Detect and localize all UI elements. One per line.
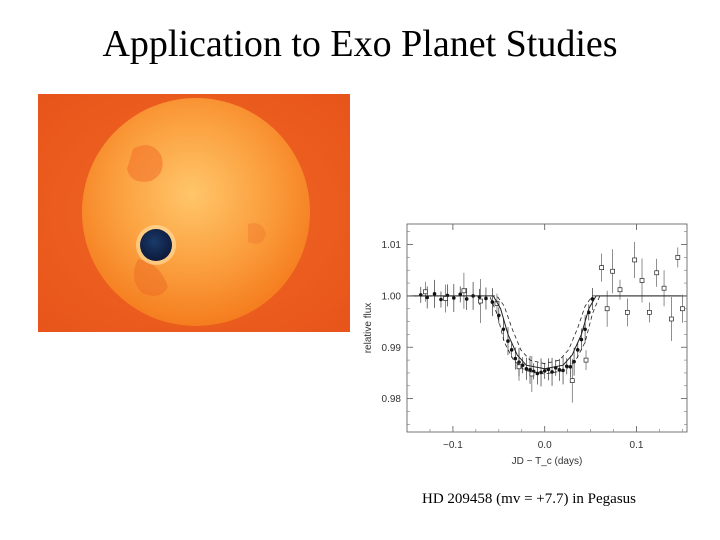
data-point — [542, 369, 547, 373]
planet-disk — [140, 229, 172, 261]
data-point-square — [529, 371, 535, 377]
plot-area-frame — [406, 223, 688, 433]
data-point — [564, 364, 569, 369]
x-tick-label: 0.1 — [630, 440, 644, 451]
data-point-square — [632, 257, 638, 263]
data-point — [497, 313, 501, 318]
data-point — [528, 368, 532, 372]
data-point-square — [610, 268, 615, 274]
slide-title: Application to Exo Planet Studies — [102, 23, 618, 65]
data-point — [458, 292, 463, 297]
data-point-square — [680, 306, 685, 312]
star-disk — [82, 98, 310, 326]
y-tick-label: 0.98 — [382, 394, 402, 405]
data-point — [513, 356, 518, 361]
data-point — [464, 297, 469, 301]
y-tick-label: 1.01 — [382, 240, 402, 251]
data-point-square — [647, 309, 652, 315]
data-point — [506, 339, 510, 343]
data-point — [452, 296, 456, 300]
data-point — [550, 370, 554, 374]
data-point — [524, 367, 529, 371]
x-axis-label: JD − T_c (days) — [512, 456, 583, 467]
data-point — [425, 295, 429, 300]
data-point — [579, 337, 584, 342]
x-tick-label: 0.0 — [538, 440, 552, 451]
data-point-square — [617, 287, 623, 293]
transit-light-curve-chart: −0.1 0.0 0.1 0.98 0.99 1.00 1.01 relative flux… — [363, 223, 688, 467]
data-point — [432, 292, 437, 296]
data-point-square — [669, 316, 674, 322]
model-line — [407, 295, 687, 370]
data-point-square — [583, 357, 589, 363]
data-point — [490, 300, 495, 304]
sunspot-region — [133, 259, 168, 296]
data-point-square — [624, 309, 630, 315]
chart-marks — [407, 241, 687, 403]
data-point — [501, 327, 506, 332]
data-point-square — [639, 278, 645, 283]
data-point — [484, 296, 488, 301]
sunspot-region — [127, 145, 163, 182]
data-point-square — [423, 289, 428, 295]
data-point-square — [461, 288, 467, 294]
y-axis-label: relative flux — [363, 303, 374, 354]
sunspot-region — [248, 223, 266, 244]
x-tick-label: −0.1 — [443, 440, 463, 451]
y-tick-label: 0.99 — [382, 343, 402, 354]
data-point — [509, 348, 514, 352]
data-point — [557, 368, 562, 372]
data-point-square — [599, 265, 604, 271]
data-point-square — [478, 298, 483, 304]
data-point — [575, 348, 580, 352]
caption: HD 209458 (mv = +7.7) in Pegasus — [422, 491, 636, 507]
data-point-square — [661, 285, 667, 291]
data-point-square — [569, 378, 575, 383]
data-point-square — [604, 306, 610, 312]
data-point — [439, 297, 443, 302]
data-point — [583, 327, 587, 332]
data-point-square — [443, 296, 448, 301]
data-point-square — [675, 255, 681, 260]
star-transit-illustration — [38, 94, 350, 332]
data-point — [520, 363, 525, 368]
y-tick-label: 1.00 — [382, 291, 402, 302]
data-point-square — [654, 270, 660, 276]
chart-ticks: −0.1 0.0 0.1 0.98 0.99 1.00 1.01 — [382, 224, 687, 451]
model-bound-line — [407, 295, 687, 365]
